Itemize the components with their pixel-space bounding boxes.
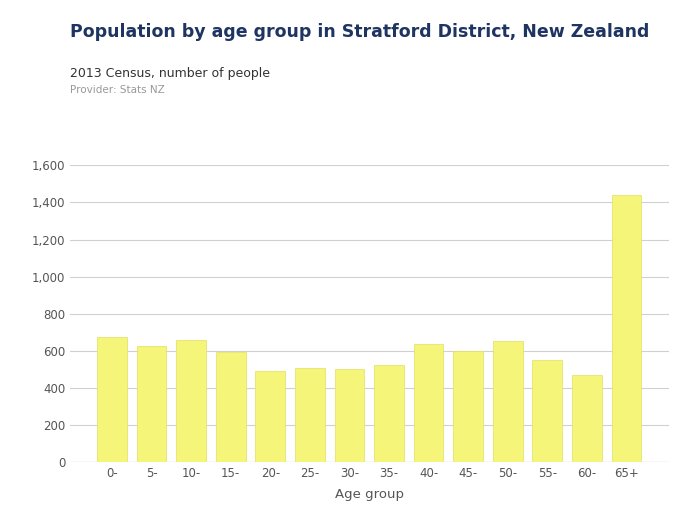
Bar (256, 371, 285, 462)
Bar (414, 344, 443, 462)
Bar (533, 360, 562, 462)
Bar (572, 375, 602, 462)
Bar (454, 351, 483, 462)
Bar (176, 340, 206, 462)
Bar (295, 368, 325, 462)
Text: Population by age group in Stratford District, New Zealand: Population by age group in Stratford Dis… (70, 23, 650, 40)
X-axis label: Age group: Age group (335, 488, 404, 501)
Bar (97, 338, 127, 462)
Bar (335, 369, 364, 462)
Bar (612, 195, 641, 462)
Text: figure.nz: figure.nz (581, 17, 665, 35)
Bar (216, 352, 246, 462)
Text: 2013 Census, number of people: 2013 Census, number of people (70, 67, 270, 80)
Text: Provider: Stats NZ: Provider: Stats NZ (70, 85, 164, 95)
Bar (136, 346, 167, 462)
Bar (374, 365, 404, 462)
Bar (493, 341, 523, 462)
